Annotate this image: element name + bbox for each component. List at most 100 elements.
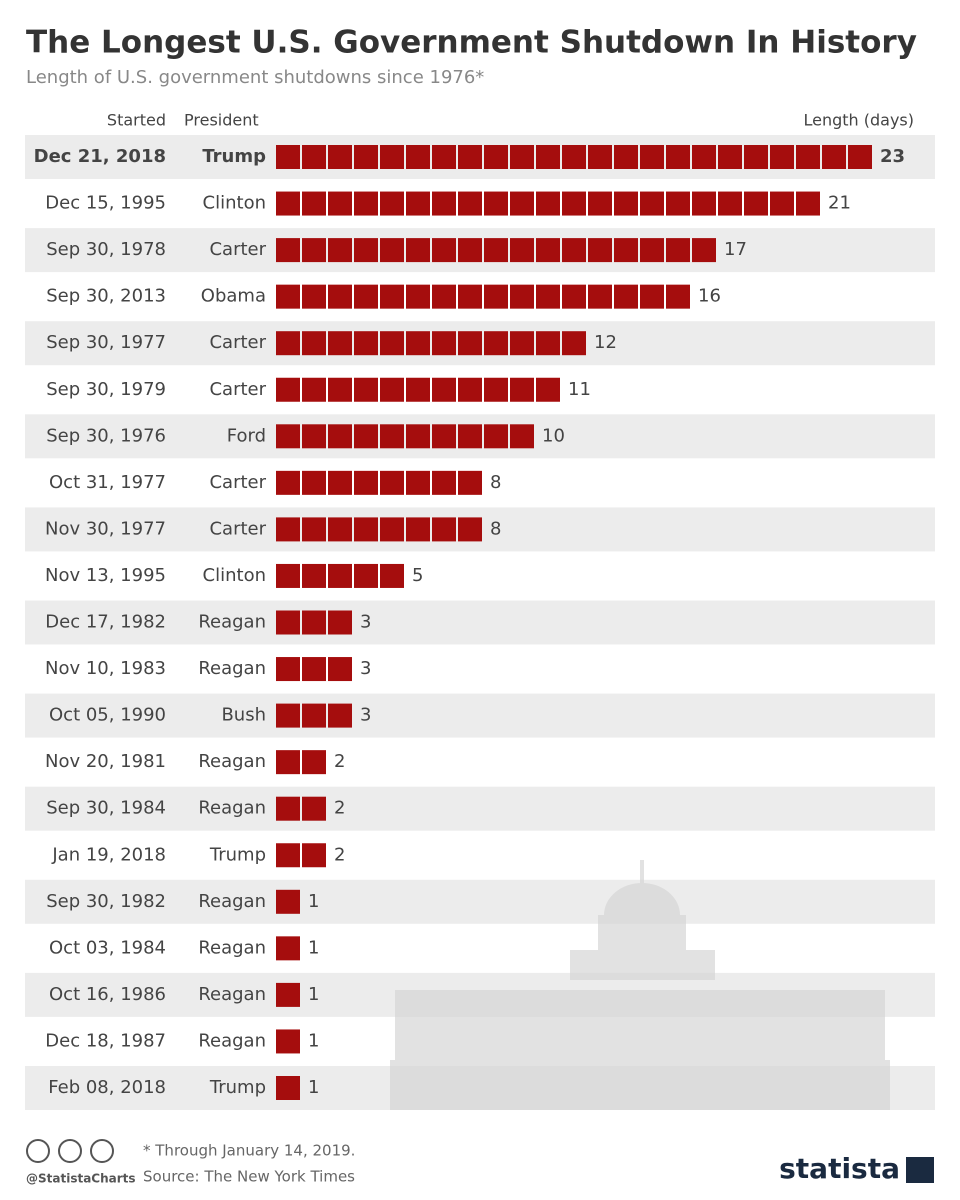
column-header: President bbox=[184, 111, 259, 130]
value-label: 2 bbox=[334, 844, 345, 865]
date-label: Nov 30, 1977 bbox=[45, 518, 166, 539]
date-label: Oct 03, 1984 bbox=[49, 937, 166, 958]
date-label: Oct 05, 1990 bbox=[49, 705, 166, 726]
bar bbox=[276, 145, 872, 169]
bar bbox=[276, 796, 326, 821]
chart-title: The Longest U.S. Government Shutdown In … bbox=[26, 25, 917, 61]
value-label: 8 bbox=[490, 472, 501, 493]
value-label: 1 bbox=[308, 1030, 319, 1051]
date-label: Nov 13, 1995 bbox=[45, 565, 166, 586]
bar bbox=[276, 563, 404, 588]
value-label: 8 bbox=[490, 518, 501, 539]
bar bbox=[276, 331, 586, 356]
bar bbox=[276, 517, 482, 542]
date-label: Dec 18, 1987 bbox=[45, 1030, 166, 1051]
value-label: 5 bbox=[412, 565, 423, 586]
bar bbox=[276, 843, 326, 868]
value-label: 1 bbox=[308, 937, 319, 958]
date-label: Dec 21, 2018 bbox=[34, 146, 166, 167]
bar bbox=[276, 238, 716, 263]
row-background bbox=[25, 879, 935, 924]
president-label: Trump bbox=[202, 146, 266, 167]
row-background bbox=[25, 600, 935, 645]
value-label: 16 bbox=[698, 286, 721, 307]
president-label: Carter bbox=[209, 472, 266, 493]
footnote: * Through January 14, 2019. bbox=[143, 1142, 355, 1160]
date-label: Sep 30, 1976 bbox=[46, 425, 166, 446]
bar bbox=[276, 936, 300, 961]
column-header: Started bbox=[107, 111, 166, 130]
bar bbox=[276, 191, 820, 216]
date-label: Jan 19, 2018 bbox=[51, 844, 166, 865]
president-label: Clinton bbox=[203, 565, 266, 586]
bar bbox=[276, 424, 534, 449]
bar bbox=[276, 1029, 300, 1054]
row-background bbox=[25, 693, 935, 738]
value-label: 1 bbox=[308, 891, 319, 912]
president-label: Reagan bbox=[198, 612, 266, 633]
president-label: Reagan bbox=[198, 1030, 266, 1051]
value-label: 2 bbox=[334, 798, 345, 819]
date-label: Sep 30, 1979 bbox=[46, 379, 166, 400]
date-label: Sep 30, 1978 bbox=[46, 239, 166, 260]
value-label: 3 bbox=[360, 612, 371, 633]
bar bbox=[276, 982, 300, 1007]
president-label: Reagan bbox=[198, 984, 266, 1005]
date-label: Dec 15, 1995 bbox=[45, 193, 166, 214]
bar bbox=[276, 750, 326, 775]
license-icons bbox=[26, 1139, 114, 1163]
president-label: Bush bbox=[221, 705, 266, 726]
date-label: Oct 16, 1986 bbox=[49, 984, 166, 1005]
date-label: Sep 30, 1982 bbox=[46, 891, 166, 912]
value-label: 21 bbox=[828, 193, 851, 214]
capitol-silhouette bbox=[390, 860, 890, 1110]
president-label: Carter bbox=[209, 518, 266, 539]
value-label: 3 bbox=[360, 658, 371, 679]
source: Source: The New York Times bbox=[143, 1168, 355, 1186]
value-label: 12 bbox=[594, 332, 617, 353]
bar bbox=[276, 657, 352, 682]
date-label: Oct 31, 1977 bbox=[49, 472, 166, 493]
value-label: 10 bbox=[542, 425, 565, 446]
brand-logo bbox=[906, 1157, 934, 1183]
president-label: Trump bbox=[209, 1077, 266, 1098]
president-label: Obama bbox=[201, 286, 266, 307]
value-label: 17 bbox=[724, 239, 747, 260]
date-label: Nov 10, 1983 bbox=[45, 658, 166, 679]
president-label: Reagan bbox=[198, 658, 266, 679]
president-label: Trump bbox=[209, 844, 266, 865]
bar bbox=[276, 284, 690, 309]
president-label: Carter bbox=[209, 239, 266, 260]
president-label: Reagan bbox=[198, 891, 266, 912]
bar bbox=[276, 703, 352, 728]
row-background bbox=[25, 786, 935, 831]
president-label: Reagan bbox=[198, 751, 266, 772]
value-label: 2 bbox=[334, 751, 345, 772]
president-label: Carter bbox=[209, 379, 266, 400]
date-label: Dec 17, 1982 bbox=[45, 612, 166, 633]
value-label: 11 bbox=[568, 379, 591, 400]
date-label: Sep 30, 1984 bbox=[46, 798, 166, 819]
bar bbox=[276, 377, 560, 402]
president-label: Ford bbox=[227, 425, 266, 446]
handle: @StatistaCharts bbox=[26, 1172, 136, 1186]
president-label: Reagan bbox=[198, 798, 266, 819]
date-label: Nov 20, 1981 bbox=[45, 751, 166, 772]
column-header: Length (days) bbox=[803, 111, 914, 130]
bar bbox=[276, 610, 352, 635]
bar bbox=[276, 470, 482, 495]
bar bbox=[276, 889, 300, 914]
president-label: Reagan bbox=[198, 937, 266, 958]
value-label: 3 bbox=[360, 705, 371, 726]
president-label: Clinton bbox=[203, 193, 266, 214]
value-label: 23 bbox=[880, 146, 905, 167]
bar bbox=[276, 1076, 300, 1100]
date-label: Sep 30, 1977 bbox=[46, 332, 166, 353]
president-label: Carter bbox=[209, 332, 266, 353]
date-label: Feb 08, 2018 bbox=[48, 1077, 166, 1098]
value-label: 1 bbox=[308, 1077, 319, 1098]
value-label: 1 bbox=[308, 984, 319, 1005]
brand: statista bbox=[779, 1152, 900, 1185]
